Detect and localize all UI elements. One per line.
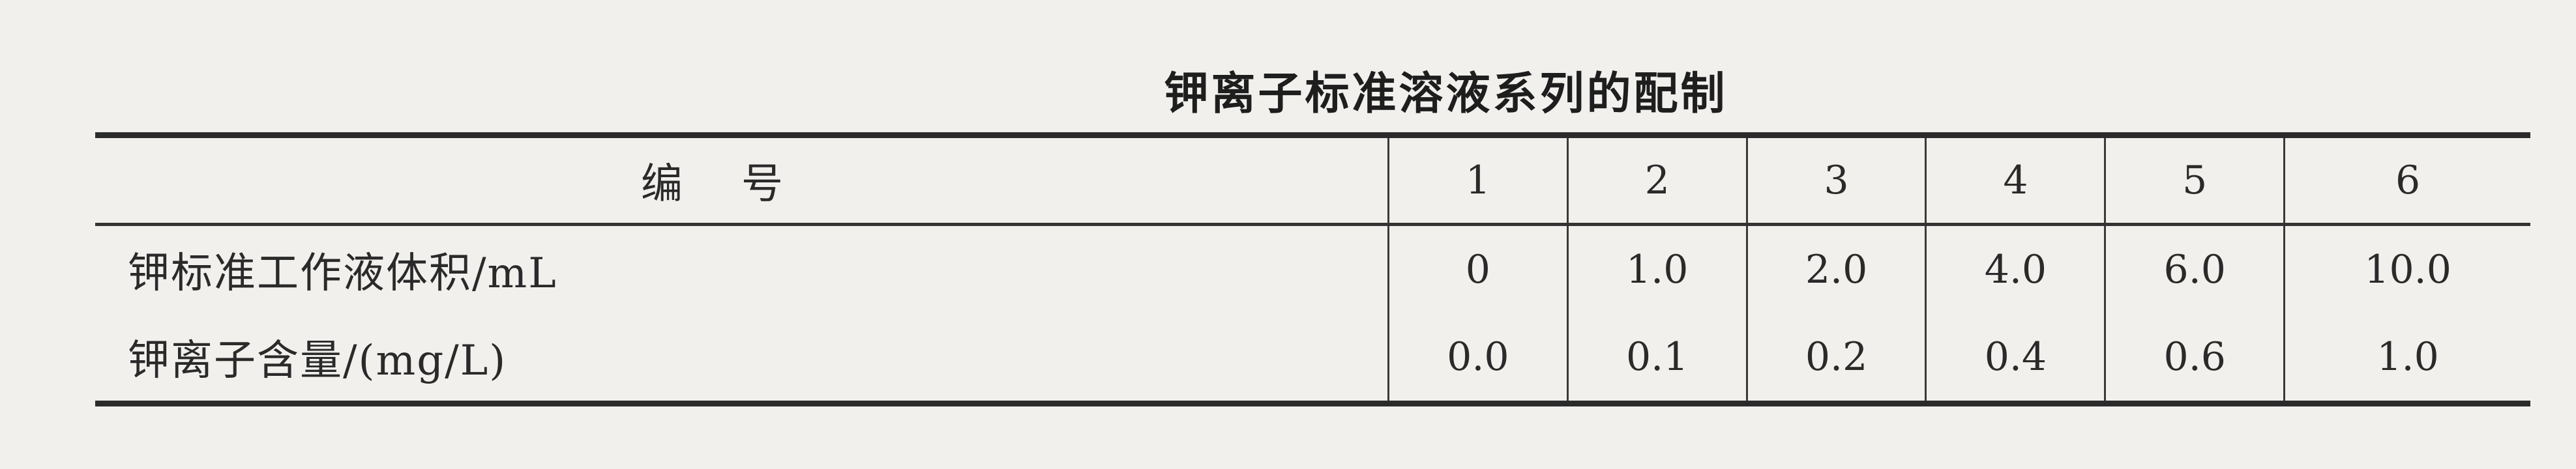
column-header: 2 [1566,135,1747,226]
row-label: 钾标准工作液体积/mL [128,249,557,298]
table-row: 钾离子含量/(mg/L) 0.0 0.1 0.2 0.4 0.6 1.0 [95,313,2530,404]
row-label: 钾离子含量/(mg/L) [128,337,507,385]
table-cell: 0.2 [1745,313,1926,404]
table-cell: 0.6 [2104,313,2285,404]
table-cell: 0.1 [1566,313,1747,404]
table-cell: 2.0 [1745,224,1926,313]
table-cell: 0 [1387,224,1568,313]
table-cell: 1.0 [1566,224,1747,313]
column-header: 1 [1387,135,1568,226]
table-title: 钾离子标准溶液系列的配制 [1164,68,1728,120]
table-cell: 4.0 [1925,224,2105,313]
table-cell: 0.4 [1925,313,2105,404]
table-cell: 0.0 [1387,313,1568,404]
column-header: 6 [2283,135,2530,226]
table-row: 钾标准工作液体积/mL 0 1.0 2.0 4.0 6.0 10.0 [95,224,2530,313]
header-label: 编号 [95,135,1389,226]
column-header: 5 [2104,135,2285,226]
column-header: 4 [1925,135,2105,226]
standard-solution-table: 编号 1 2 3 4 5 6 钾标准工作液体积/mL 0 1.0 2.0 4.0… [95,132,2530,406]
table-cell: 6.0 [2104,224,2285,313]
column-header: 3 [1745,135,1926,226]
table-cell: 1.0 [2283,313,2530,404]
table-header-row: 编号 1 2 3 4 5 6 [95,135,2530,226]
table-cell: 10.0 [2283,224,2530,313]
